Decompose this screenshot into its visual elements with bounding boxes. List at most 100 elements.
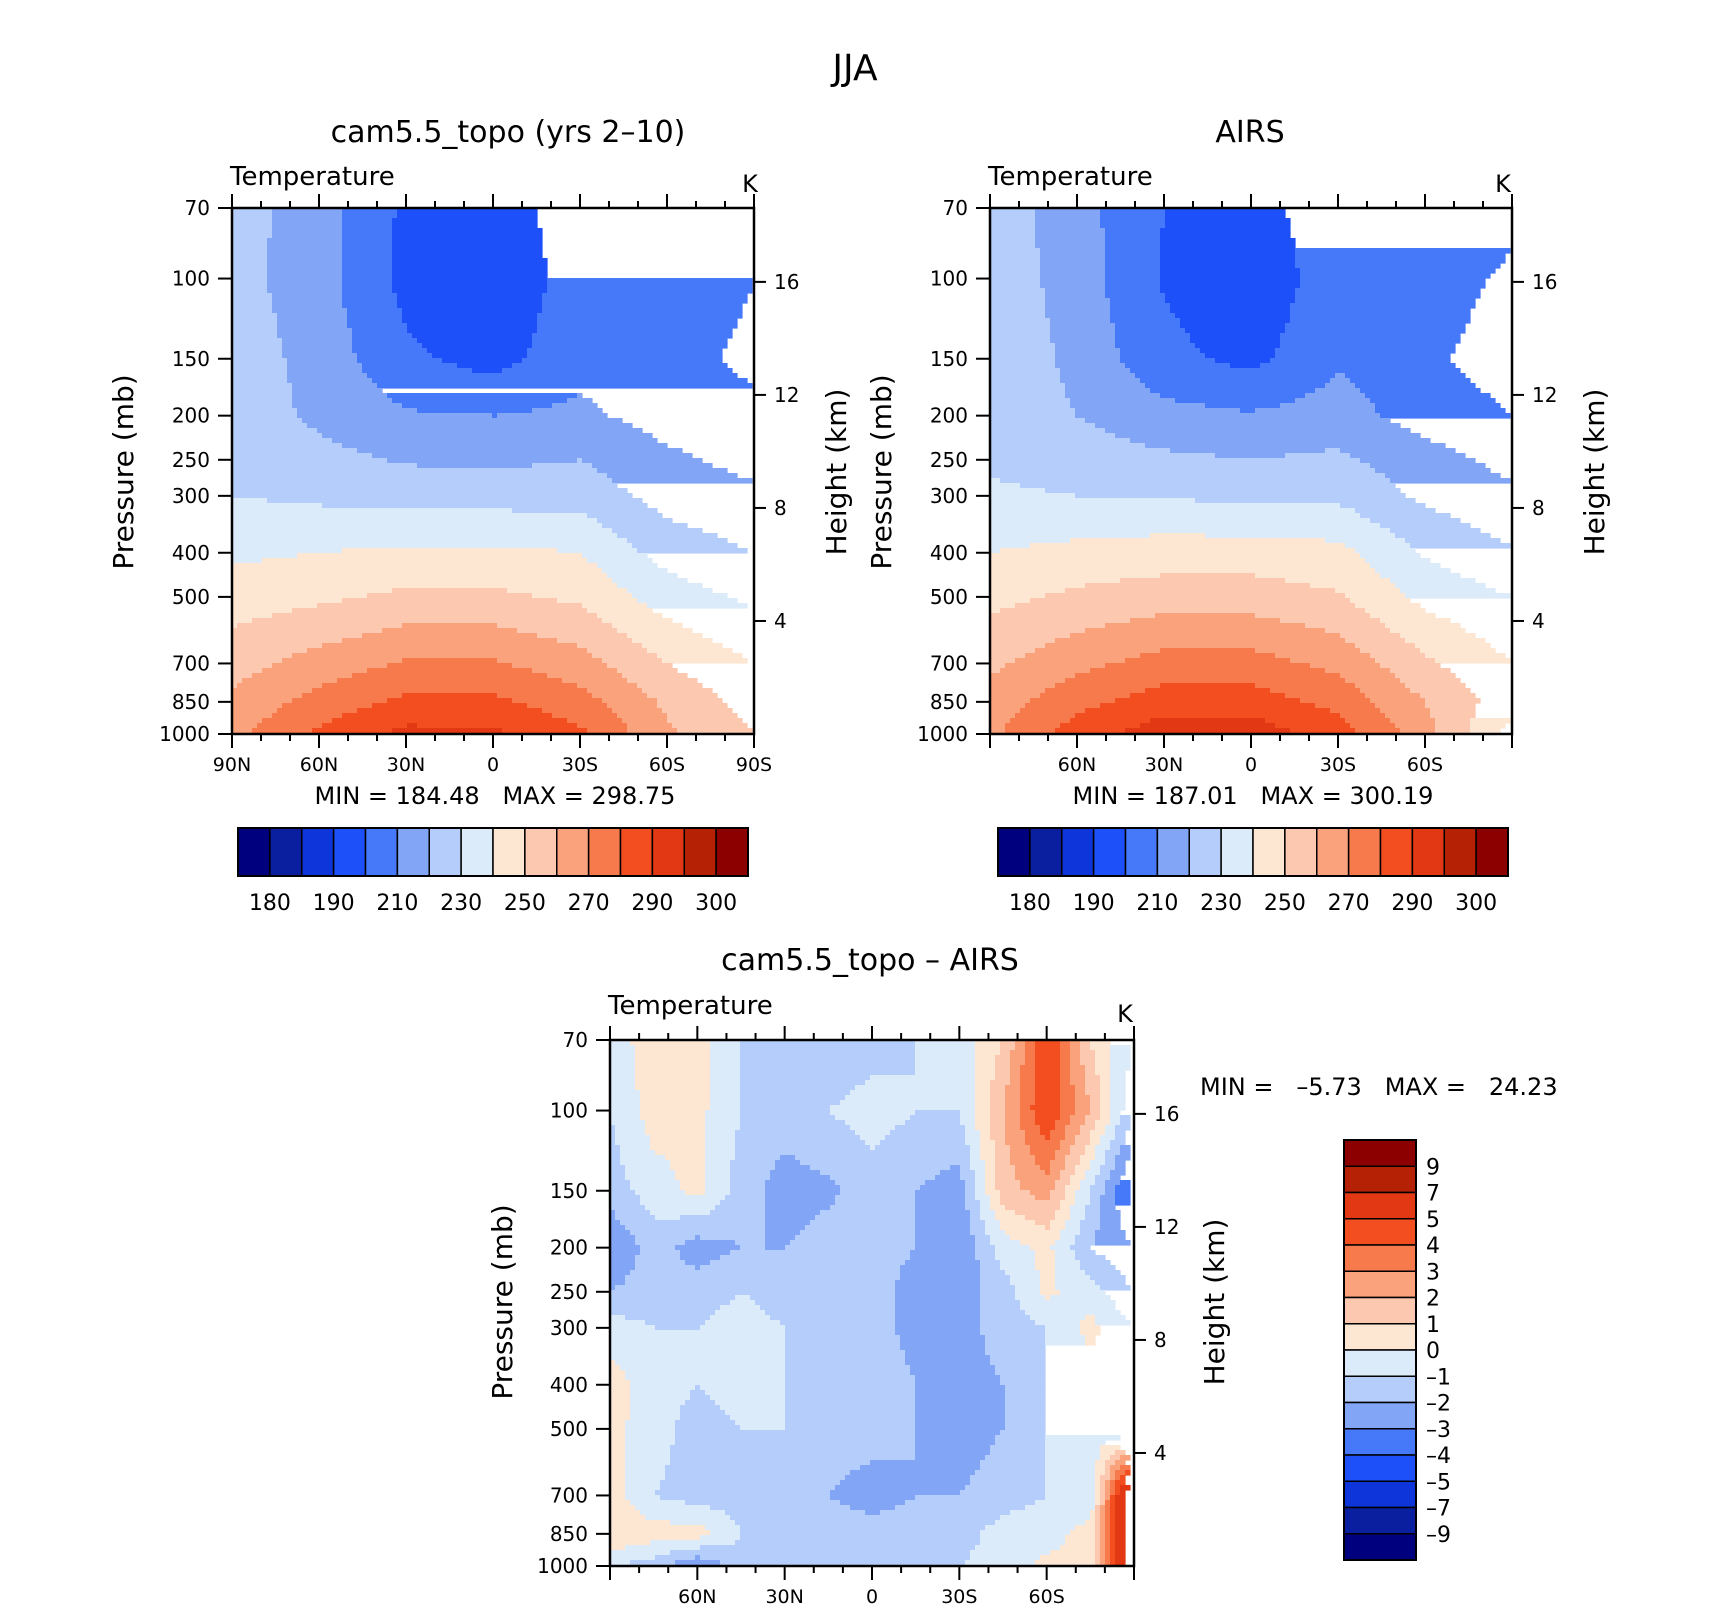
- diff-cell: [1100, 1550, 1106, 1556]
- diff-cell: [1100, 1555, 1106, 1561]
- diff-cell: [1115, 1505, 1126, 1511]
- diff-cell: [1110, 1520, 1116, 1526]
- diff-cell: [650, 1210, 711, 1216]
- obs-cell: [1375, 703, 1426, 709]
- model-ytick-label: 1000: [159, 722, 210, 746]
- model-cell: [237, 683, 323, 689]
- diff-cell: [640, 1115, 706, 1121]
- diff-cell: [985, 1190, 1001, 1196]
- diff-cell: [630, 1180, 681, 1186]
- diff-cell: [1080, 1265, 1116, 1271]
- diff-cell: [925, 1180, 966, 1186]
- model-cell: [457, 363, 513, 369]
- diff-cell: [1095, 1315, 1126, 1321]
- obs-cell: [990, 508, 1356, 514]
- diff-cell: [895, 1320, 981, 1326]
- diff-cell: [1100, 1075, 1111, 1081]
- obs-cell: [990, 573, 1161, 579]
- diff-cell: [1100, 1090, 1111, 1096]
- model-cell: [587, 608, 653, 614]
- obs-cell: [1060, 368, 1131, 374]
- diff-cell: [610, 1405, 631, 1411]
- obs-cell: [1195, 498, 1416, 504]
- panel-obs-stats: MIN = 187.01 MAX = 300.19: [1073, 782, 1434, 810]
- diff-cell: [1110, 1045, 1131, 1051]
- obs-cell: [1380, 573, 1461, 579]
- diff-cell: [1095, 1480, 1101, 1486]
- obs-cell: [1060, 378, 1141, 384]
- obs-cbar-label: 180: [1009, 891, 1051, 916]
- obs-cell: [990, 208, 1036, 214]
- diff-cell: [1115, 1130, 1126, 1136]
- diff-cell: [625, 1465, 666, 1471]
- diff-cell: [630, 1560, 676, 1566]
- diff-cell: [615, 1140, 651, 1146]
- diff-cell: [980, 1200, 991, 1206]
- diff-cell: [995, 1175, 1016, 1181]
- diff-cell: [780, 1320, 896, 1326]
- diff-cell: [815, 1215, 916, 1221]
- diff-cell: [965, 1560, 1036, 1566]
- diff-cell: [1005, 1135, 1026, 1141]
- diff-cell: [915, 1040, 976, 1046]
- obs-cell: [1310, 583, 1396, 589]
- model-cell: [272, 308, 348, 314]
- obs-cell: [1410, 688, 1471, 694]
- model-cell: [232, 528, 613, 534]
- model-cell: [232, 718, 263, 724]
- model-cell: [667, 718, 743, 724]
- obs-cell: [1355, 508, 1436, 514]
- model-cell: [612, 623, 683, 629]
- panel-diff-ylabel-right: Height (km): [1198, 1219, 1231, 1386]
- model-cell: [367, 668, 533, 674]
- model-cell: [392, 728, 503, 734]
- diff-cell: [625, 1440, 676, 1446]
- diff-cell: [1100, 1100, 1111, 1106]
- diff-cell: [610, 1515, 646, 1521]
- diff-cell: [795, 1235, 916, 1241]
- model-cell: [277, 313, 348, 319]
- diff-cell: [1045, 1135, 1051, 1141]
- diff-cell: [915, 1390, 1006, 1396]
- model-cell: [492, 413, 498, 419]
- diff-cell: [860, 1135, 886, 1141]
- diff-cell: [670, 1450, 916, 1456]
- obs-cell: [1240, 408, 1256, 414]
- diff-cell: [820, 1170, 941, 1176]
- diff-cell: [670, 1445, 916, 1451]
- diff-cell: [880, 1140, 966, 1146]
- obs-cell: [1375, 658, 1436, 664]
- obs-cell: [1300, 283, 1486, 289]
- obs-cell: [1010, 718, 1071, 724]
- diff-cell: [1100, 1110, 1111, 1116]
- diff-cell: [710, 1315, 771, 1321]
- diff-cell: [610, 1435, 626, 1441]
- obs-cell: [1290, 303, 1476, 309]
- model-cell: [232, 488, 628, 494]
- diff-cell: [730, 1170, 771, 1176]
- obs-cell: [1355, 548, 1416, 554]
- diff-cell: [610, 1525, 706, 1531]
- diff-cell: [995, 1165, 1016, 1171]
- diff-cell: [1060, 1100, 1076, 1106]
- model-cell: [232, 728, 253, 734]
- diff-cell: [1080, 1155, 1096, 1161]
- diff-cell: [610, 1495, 626, 1501]
- diff-cbar-swatch: [1343, 1428, 1417, 1456]
- model-cell: [232, 708, 278, 714]
- diff-cell: [1060, 1055, 1071, 1061]
- diff-xtick-label: 0: [866, 1586, 878, 1606]
- model-xtick-label: 60N: [300, 754, 338, 776]
- diff-cell: [615, 1125, 646, 1131]
- obs-cell: [1325, 668, 1391, 674]
- obs-cell: [990, 633, 1071, 639]
- obs-cell: [1315, 388, 1361, 394]
- obs-cell: [1035, 223, 1101, 229]
- diff-cell: [970, 1145, 981, 1151]
- diff-cell: [915, 1240, 976, 1246]
- diff-cell: [1085, 1145, 1096, 1151]
- diff-cell: [615, 1285, 896, 1291]
- diff-cell: [1080, 1330, 1101, 1336]
- obs-cell: [1055, 363, 1126, 369]
- diff-cell: [710, 1090, 741, 1096]
